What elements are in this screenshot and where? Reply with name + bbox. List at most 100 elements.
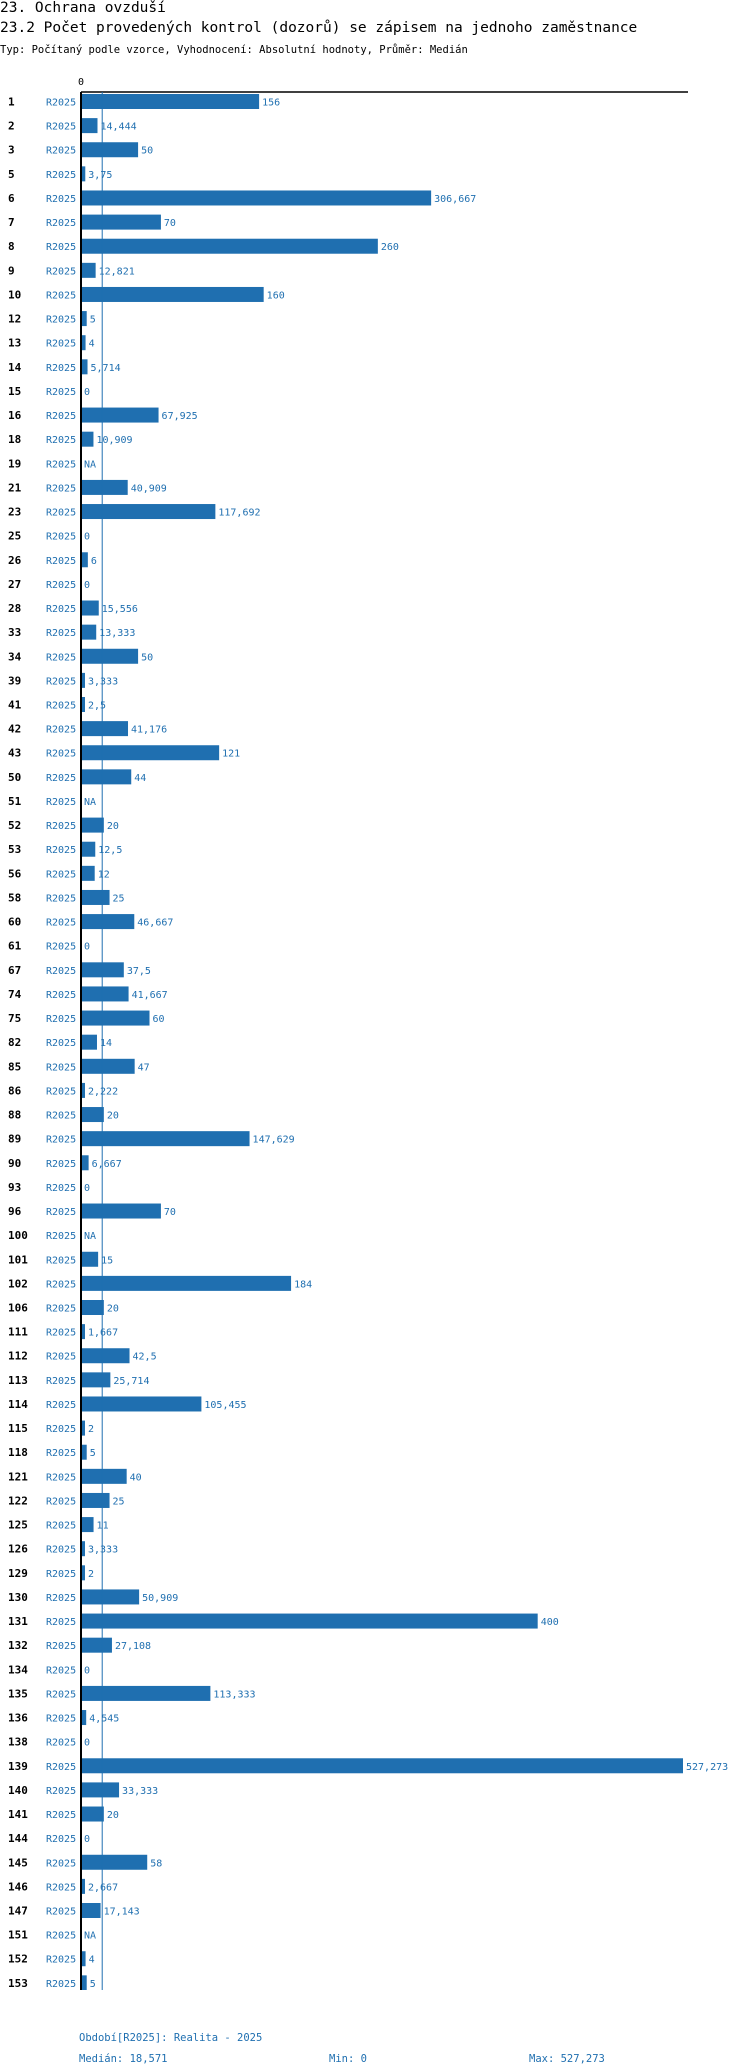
row-series-label: R2025 — [46, 1111, 76, 1122]
row-series-label: R2025 — [46, 580, 76, 591]
bar — [81, 1082, 85, 1098]
row-id-label: 18 — [8, 433, 21, 446]
bar — [81, 552, 88, 568]
row-series-label: R2025 — [46, 435, 76, 446]
value-label: 4 — [89, 1955, 95, 1966]
bar — [81, 335, 86, 351]
value-label: 67,925 — [162, 411, 198, 422]
value-label: 105,455 — [204, 1400, 246, 1411]
bar — [81, 1468, 127, 1484]
value-label: 0 — [84, 387, 90, 398]
row-series-label: R2025 — [46, 483, 76, 494]
row-series-label: R2025 — [46, 1424, 76, 1435]
row-id-label: 8 — [8, 240, 15, 253]
row-series-label: R2025 — [46, 1979, 76, 1990]
row-id-label: 33 — [8, 626, 21, 639]
row-id-label: 43 — [8, 747, 21, 760]
value-label: 306,667 — [434, 194, 476, 205]
bar — [81, 841, 96, 857]
row-id-label: 19 — [8, 457, 21, 470]
value-label: 113,333 — [213, 1689, 255, 1700]
row-id-label: 6 — [8, 192, 15, 205]
bar — [81, 1806, 104, 1822]
row-series-label: R2025 — [46, 845, 76, 856]
footer-min: Min: 0 — [329, 2053, 367, 2065]
row-series-label: R2025 — [46, 604, 76, 615]
row-id-label: 146 — [8, 1880, 28, 1893]
row-id-label: 132 — [8, 1639, 28, 1652]
row-id-label: 115 — [8, 1422, 28, 1435]
chart-subtitle: Typ: Počítaný podle vzorce, Vyhodnocení:… — [0, 44, 468, 56]
bar — [81, 1758, 683, 1774]
row-series-label: R2025 — [46, 556, 76, 567]
row-series-label: R2025 — [46, 122, 76, 133]
value-label: 50 — [141, 652, 153, 663]
value-label: 5,714 — [91, 363, 121, 374]
bar — [81, 721, 129, 737]
row-series-label: R2025 — [46, 749, 76, 760]
value-label: 147,629 — [253, 1135, 295, 1146]
row-id-label: 51 — [8, 795, 22, 808]
value-label: NA — [84, 797, 96, 808]
bar — [81, 94, 260, 109]
value-label: 50,909 — [142, 1593, 178, 1604]
row-series-label: R2025 — [46, 1231, 76, 1242]
bar — [81, 1275, 292, 1291]
row-id-label: 74 — [8, 988, 22, 1001]
section-title: 23. Ochrana ovzduší — [0, 0, 166, 16]
bar — [81, 986, 129, 1002]
row-series-label: R2025 — [46, 869, 76, 880]
bar — [81, 1951, 86, 1967]
value-label: 400 — [541, 1617, 559, 1628]
row-id-label: 12 — [8, 313, 21, 326]
row-series-label: R2025 — [46, 1352, 76, 1363]
value-label: 33,333 — [122, 1786, 158, 1797]
bar — [81, 359, 88, 375]
value-label: 15 — [101, 1255, 113, 1266]
row-series-label: R2025 — [46, 1279, 76, 1290]
value-label: NA — [84, 1931, 96, 1942]
bar — [81, 118, 98, 134]
row-id-label: 52 — [8, 819, 21, 832]
bar — [81, 1396, 202, 1412]
value-label: 40 — [130, 1472, 142, 1483]
row-series-label: R2025 — [46, 773, 76, 784]
value-label: 60 — [153, 1014, 165, 1025]
row-series-label: R2025 — [46, 1159, 76, 1170]
value-label: 12 — [98, 869, 110, 880]
value-label: 4 — [89, 339, 95, 350]
row-series-label: R2025 — [46, 1255, 76, 1266]
row-series-label: R2025 — [46, 1714, 76, 1725]
bar — [81, 600, 99, 616]
row-id-label: 88 — [8, 1109, 21, 1122]
value-label: 50 — [141, 146, 153, 157]
bar — [81, 1034, 97, 1050]
value-label: 6,667 — [92, 1159, 122, 1170]
row-series-label: R2025 — [46, 1376, 76, 1387]
row-series-label: R2025 — [46, 893, 76, 904]
row-id-label: 136 — [8, 1712, 28, 1725]
value-label: 25,714 — [113, 1376, 149, 1387]
value-label: 1,667 — [88, 1328, 118, 1339]
value-label: 0 — [84, 532, 90, 543]
bar — [81, 1517, 94, 1533]
row-id-label: 130 — [8, 1591, 28, 1604]
row-series-label: R2025 — [46, 1810, 76, 1821]
row-id-label: 147 — [8, 1905, 28, 1918]
value-label: 4,545 — [89, 1714, 119, 1725]
bar — [81, 865, 95, 881]
row-series-label: R2025 — [46, 266, 76, 277]
bar — [81, 311, 87, 327]
row-id-label: 56 — [8, 867, 22, 880]
value-label: 40,909 — [131, 483, 167, 494]
value-label: 70 — [164, 218, 176, 229]
row-series-label: R2025 — [46, 1183, 76, 1194]
row-id-label: 16 — [8, 409, 22, 422]
row-series-label: R2025 — [46, 1062, 76, 1073]
bar — [81, 697, 85, 712]
row-id-label: 58 — [8, 891, 21, 904]
row-id-label: 50 — [8, 771, 21, 784]
row-series-label: R2025 — [46, 1762, 76, 1773]
bar — [81, 1324, 85, 1340]
bar — [81, 1420, 85, 1436]
